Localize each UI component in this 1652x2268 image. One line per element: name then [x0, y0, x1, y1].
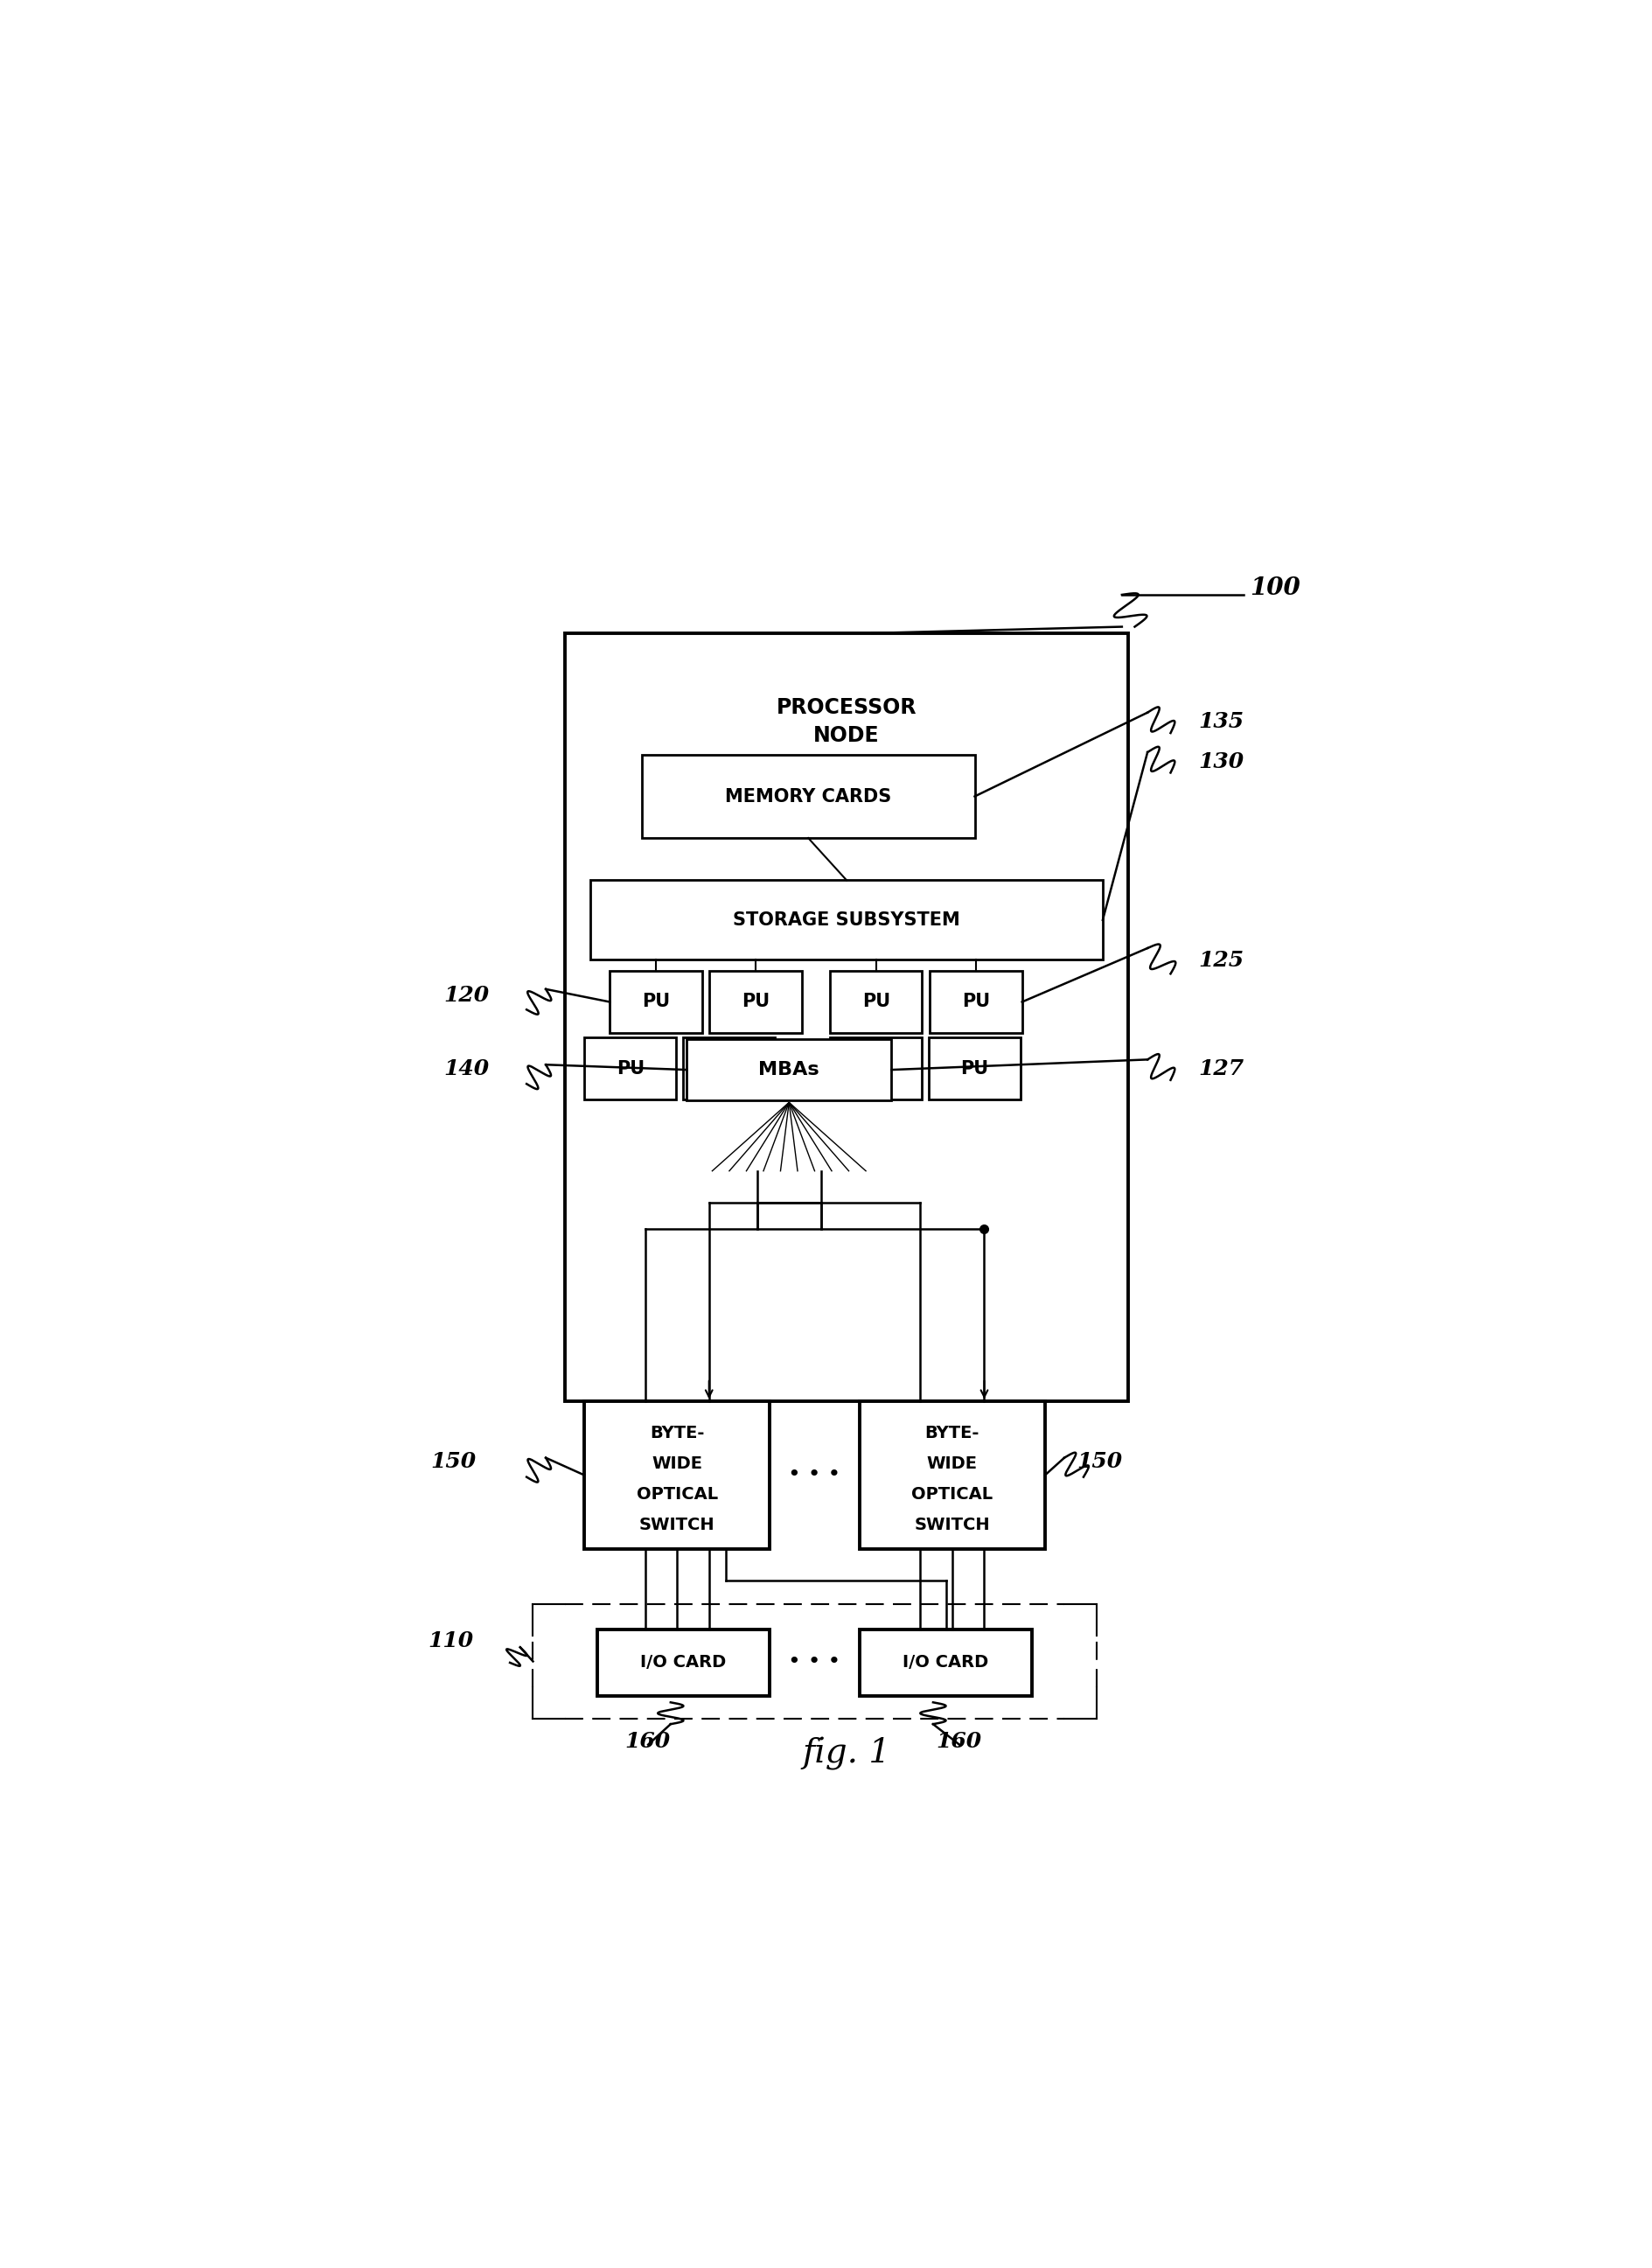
Text: 160: 160 [624, 1730, 671, 1751]
Text: PU: PU [862, 1059, 890, 1077]
Text: SWITCH: SWITCH [915, 1517, 990, 1533]
Text: PU: PU [715, 1059, 743, 1077]
Text: I/O CARD: I/O CARD [904, 1653, 990, 1672]
Text: • • •: • • • [788, 1465, 841, 1486]
Bar [687, 1039, 892, 1100]
Bar [829, 1039, 922, 1100]
Text: PU: PU [961, 993, 990, 1012]
Text: 127: 127 [1199, 1059, 1244, 1080]
Bar [682, 1039, 775, 1100]
Text: 150: 150 [431, 1452, 476, 1472]
Text: PU: PU [616, 1059, 644, 1077]
Text: BYTE-: BYTE- [649, 1424, 704, 1440]
Text: PU: PU [960, 1059, 990, 1077]
Text: MEMORY CARDS: MEMORY CARDS [725, 787, 892, 805]
Bar [859, 1402, 1046, 1549]
Text: WIDE: WIDE [651, 1456, 702, 1472]
Bar [710, 971, 801, 1032]
Text: fig. 1: fig. 1 [803, 1737, 890, 1771]
Text: • • •: • • • [788, 1653, 841, 1674]
Text: OPTICAL: OPTICAL [636, 1486, 717, 1504]
Text: BYTE-: BYTE- [925, 1424, 980, 1440]
Bar [643, 755, 975, 837]
Text: PU: PU [862, 993, 890, 1012]
Text: MBAs: MBAs [758, 1061, 819, 1080]
Text: WIDE: WIDE [927, 1456, 978, 1472]
Bar [591, 880, 1104, 959]
Text: 140: 140 [443, 1059, 489, 1080]
Text: I/O CARD: I/O CARD [641, 1653, 727, 1672]
Bar [928, 1039, 1021, 1100]
Text: PU: PU [742, 993, 770, 1012]
Text: STORAGE SUBSYSTEM: STORAGE SUBSYSTEM [733, 912, 960, 928]
Text: 135: 135 [1199, 712, 1244, 733]
Text: 100: 100 [1251, 576, 1300, 601]
Text: SWITCH: SWITCH [639, 1517, 715, 1533]
Text: PU: PU [643, 993, 671, 1012]
Text: 160: 160 [937, 1730, 981, 1751]
Text: OPTICAL: OPTICAL [912, 1486, 993, 1504]
Bar [610, 971, 702, 1032]
Bar [596, 1628, 770, 1696]
Text: 110: 110 [428, 1631, 474, 1651]
Bar [859, 1628, 1032, 1696]
Bar [585, 1039, 676, 1100]
Text: PROCESSOR
NODE: PROCESSOR NODE [776, 696, 917, 746]
Bar [829, 971, 922, 1032]
Text: 130: 130 [1199, 751, 1244, 771]
Text: 125: 125 [1199, 950, 1244, 971]
Bar [565, 633, 1128, 1402]
Text: 150: 150 [1077, 1452, 1123, 1472]
Bar [930, 971, 1023, 1032]
Text: 120: 120 [443, 984, 489, 1007]
Bar [585, 1402, 770, 1549]
